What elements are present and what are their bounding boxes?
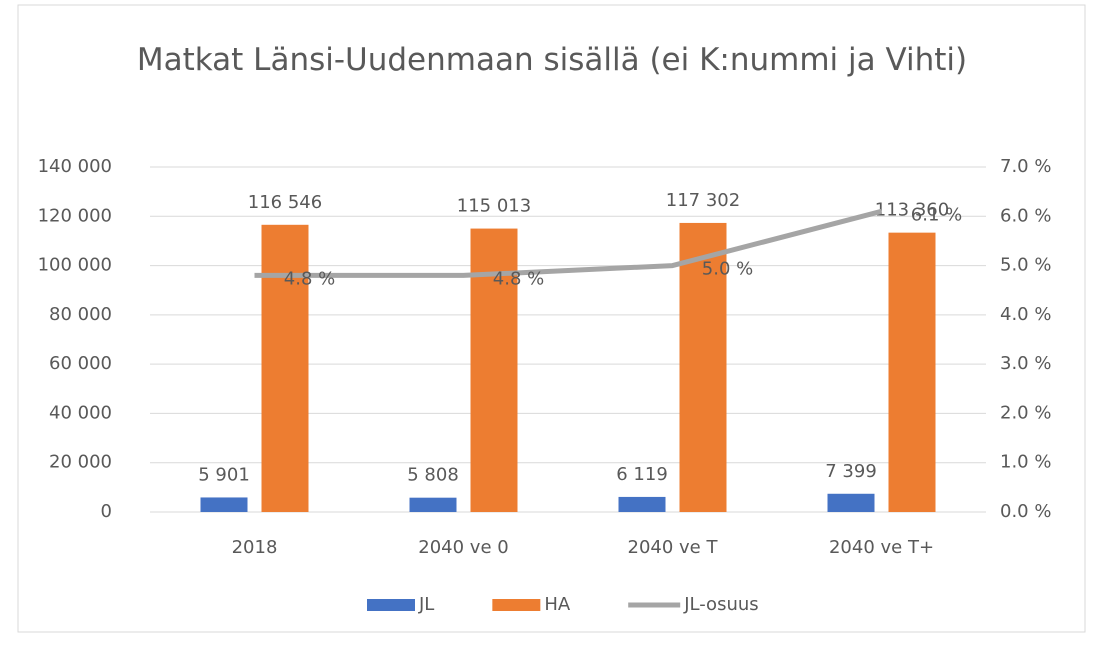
legend-swatch bbox=[367, 599, 415, 611]
y2-tick-label: 4.0 % bbox=[1000, 304, 1051, 325]
data-label: 6 119 bbox=[616, 464, 668, 485]
x-tick-label: 2040 ve 0 bbox=[418, 537, 508, 558]
y-tick-label: 120 000 bbox=[38, 205, 112, 226]
line bbox=[254, 208, 883, 278]
y2-tick-label: 0.0 % bbox=[1000, 501, 1051, 522]
data-label: 116 546 bbox=[248, 192, 322, 213]
data-label: 4.8 % bbox=[284, 268, 335, 289]
y-tick-label: 40 000 bbox=[49, 402, 112, 423]
data-label: 115 013 bbox=[457, 196, 531, 217]
y2-tick-label: 7.0 % bbox=[1000, 156, 1051, 177]
data-label: 5 808 bbox=[407, 465, 459, 486]
data-label: 113 360 bbox=[875, 200, 949, 221]
y-tick-label: 100 000 bbox=[38, 255, 112, 276]
legend-swatch bbox=[492, 599, 541, 611]
y2-tick-label: 1.0 % bbox=[1000, 452, 1051, 473]
bar bbox=[261, 224, 309, 512]
data-label: 4.8 % bbox=[493, 268, 544, 289]
y2-tick-label: 5.0 % bbox=[1000, 255, 1051, 276]
y2-tick-label: 6.0 % bbox=[1000, 205, 1051, 226]
y-tick-label: 60 000 bbox=[49, 353, 112, 374]
bar bbox=[888, 232, 936, 513]
bar bbox=[827, 493, 875, 512]
bar bbox=[618, 496, 666, 512]
bar bbox=[679, 222, 727, 512]
y-tick-label: 80 000 bbox=[49, 304, 112, 325]
legend-label: JL bbox=[418, 594, 434, 615]
y-tick-label: 0 bbox=[101, 501, 112, 522]
x-tick-label: 2040 ve T+ bbox=[829, 537, 934, 558]
y2-tick-label: 2.0 % bbox=[1000, 402, 1051, 423]
x-tick-label: 2040 ve T bbox=[628, 537, 719, 558]
chart-title: Matkat Länsi-Uudenmaan sisällä (ei K:num… bbox=[136, 42, 968, 78]
y-tick-label: 20 000 bbox=[49, 452, 112, 473]
data-label: 117 302 bbox=[666, 190, 740, 211]
data-label: 5 901 bbox=[198, 464, 250, 485]
y-tick-label: 140 000 bbox=[38, 156, 112, 177]
bar bbox=[200, 497, 248, 512]
bar bbox=[409, 497, 457, 512]
data-label: 7 399 bbox=[825, 461, 877, 482]
legend-label: JL-osuus bbox=[683, 594, 758, 615]
data-label: 6.1 % bbox=[911, 204, 962, 225]
x-tick-label: 2018 bbox=[232, 537, 278, 558]
legend-label: HA bbox=[544, 594, 571, 615]
y2-tick-label: 3.0 % bbox=[1000, 353, 1051, 374]
data-label: 5.0 % bbox=[702, 259, 753, 280]
